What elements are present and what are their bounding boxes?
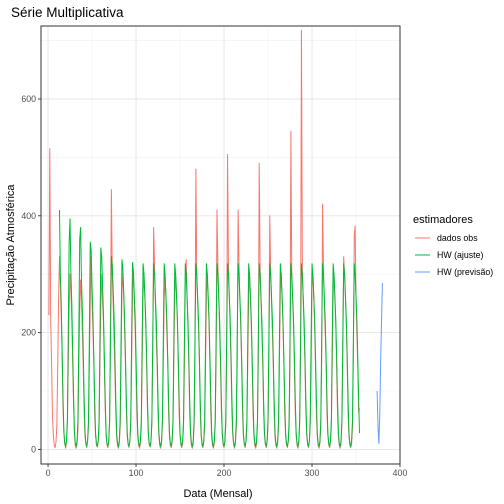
plot-area xyxy=(40,25,401,465)
legend-title: estimadores xyxy=(413,214,473,226)
y-axis-title: Precipitação Atmosférica xyxy=(5,184,17,306)
chart-title: Série Multiplicativa xyxy=(11,5,124,20)
y-tick-label: 0 xyxy=(31,444,36,454)
y-axis: 0 200 400 600 xyxy=(21,94,41,454)
series-line-3 xyxy=(376,282,383,445)
plot-border xyxy=(40,25,401,465)
legend-label-2: HW (ajuste) xyxy=(437,250,484,260)
series-line-2 xyxy=(58,209,361,447)
x-tick-label: 0 xyxy=(46,468,51,478)
legend-label-3: HW (previsão) xyxy=(437,267,493,277)
y-tick-label: 400 xyxy=(21,211,36,221)
x-tick-label: 300 xyxy=(305,468,320,478)
x-tick-label: 400 xyxy=(393,468,408,478)
y-tick-label: 200 xyxy=(21,328,36,338)
x-tick-label: 200 xyxy=(217,468,232,478)
x-axis: 0 100 200 300 400 xyxy=(46,464,408,478)
legend-label-1: dados obs xyxy=(437,233,478,243)
y-tick-label: 600 xyxy=(21,94,36,104)
x-tick-label: 100 xyxy=(129,468,144,478)
x-axis-title: Data (Mensal) xyxy=(183,488,252,500)
legend: estimadores dados obs HW (ajuste) HW (prev… xyxy=(413,214,493,277)
